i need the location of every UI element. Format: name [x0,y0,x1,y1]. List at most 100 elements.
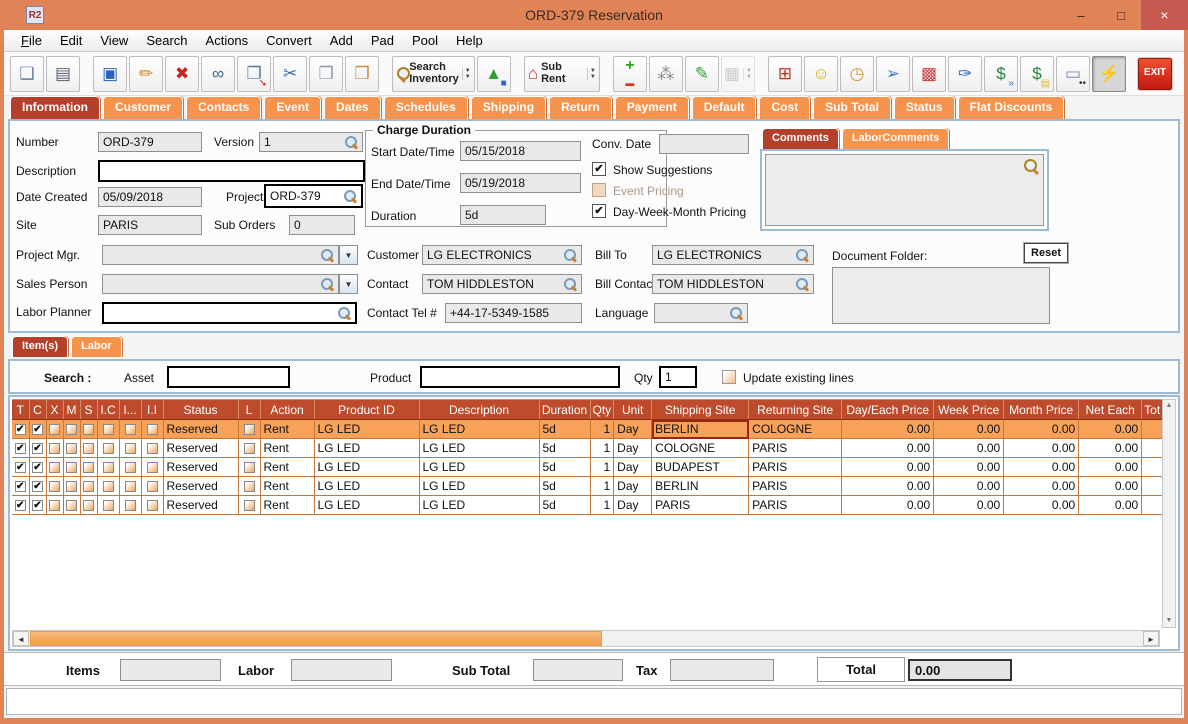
row-checkbox-x[interactable] [49,500,60,512]
cell-s[interactable] [80,457,98,477]
cell-ic[interactable] [97,476,120,496]
conv-date-field[interactable] [659,134,749,154]
scroll-right-icon[interactable]: ► [1143,631,1159,646]
cell-status[interactable]: Reserved [163,438,239,458]
cell-ic[interactable] [97,457,120,477]
cell-shipping_site[interactable]: COLOGNE [651,438,750,458]
cell-description[interactable]: LG LED [419,419,540,439]
cell-action[interactable]: Rent [260,419,315,439]
cell-idots[interactable] [119,438,142,458]
cell-ic[interactable] [97,438,120,458]
notes-edit-button[interactable]: ✑ [948,55,983,92]
table-row[interactable]: ✔ ✔ Reserved Rent LG LED LG LED 5d 1 Day BERLIN PA… [12,476,1164,496]
row-checkbox-l[interactable] [243,443,255,455]
row-checkbox-t[interactable]: ✔ [14,481,26,493]
comments-lookup-icon[interactable] [1023,158,1039,174]
cell-week_price[interactable]: 0.00 [933,476,1005,496]
row-checkbox-x[interactable] [49,424,60,436]
cell-month_price[interactable]: 0.00 [1003,495,1080,515]
tab-schedules[interactable]: Schedules [383,96,468,119]
end-date-field[interactable]: 05/19/2018 [460,173,581,193]
tab-customer[interactable]: Customer [103,96,184,119]
cell-unit[interactable]: Day [613,476,653,496]
money-notes-button[interactable]: $ ▤ [1020,55,1055,92]
cell-month_price[interactable]: 0.00 [1003,457,1080,477]
row-checkbox-l[interactable] [243,500,255,512]
row-checkbox-ic[interactable] [102,500,114,512]
product-search-input[interactable] [420,366,620,388]
cell-x[interactable] [46,476,64,496]
row-checkbox-l[interactable] [243,481,255,493]
row-checkbox-c[interactable]: ✔ [32,424,43,436]
duration-field[interactable]: 5d [460,205,546,225]
labor-planner-field[interactable] [102,302,357,324]
column-header-c[interactable]: C [29,399,47,420]
document-folder-box[interactable] [832,267,1050,324]
contact-field[interactable]: TOM HIDDLESTON [422,274,582,294]
row-checkbox-idots[interactable] [124,462,136,474]
cell-tot[interactable] [1141,476,1164,496]
cell-m[interactable] [63,476,81,496]
cell-ii[interactable] [141,419,164,439]
project-mgr-field[interactable] [102,245,339,265]
bill-contact-lookup-icon[interactable] [795,277,809,291]
column-header-description[interactable]: Description [419,399,540,420]
column-header-m[interactable]: M [63,399,81,420]
row-checkbox-t[interactable]: ✔ [14,443,26,455]
tab-payment[interactable]: Payment [614,96,689,119]
project-mgr-dropdown[interactable]: ▼ [339,245,358,265]
cell-description[interactable]: LG LED [419,457,540,477]
menu-help[interactable]: Help [456,33,483,48]
day-week-month-checkbox[interactable]: ✔ [592,204,606,218]
row-checkbox-m[interactable] [66,481,77,493]
cell-product_id[interactable]: LG LED [314,419,420,439]
group-question-button[interactable]: ⁂ [648,55,683,92]
row-checkbox-ic[interactable] [102,443,114,455]
cell-status[interactable]: Reserved [163,457,239,477]
row-checkbox-c[interactable]: ✔ [32,500,43,512]
column-header-l[interactable]: L [238,399,261,420]
cell-product_id[interactable]: LG LED [314,438,420,458]
minimize-button[interactable]: – [1077,7,1085,23]
column-header-week_price[interactable]: Week Price [933,399,1005,420]
sub-rent-button[interactable]: ⌂ Sub Rent ▼ ▼ [523,55,600,92]
row-checkbox-ii[interactable] [146,500,158,512]
cell-returning_site[interactable]: PARIS [748,438,843,458]
cell-qty[interactable]: 1 [590,419,615,439]
tab-event[interactable]: Event [264,96,322,119]
row-checkbox-s[interactable] [83,424,94,436]
asset-search-input[interactable] [167,366,290,388]
sales-person-field[interactable] [102,274,339,294]
cell-day_each_price[interactable]: 0.00 [841,419,935,439]
column-header-tot[interactable]: Tot [1141,399,1164,420]
cell-duration[interactable]: 5d [539,438,591,458]
row-checkbox-m[interactable] [66,424,77,436]
reset-button[interactable]: Reset [1023,242,1069,264]
calendar-button-dropdown[interactable]: ▼ ▼ [742,67,752,80]
refresh-lightning-button[interactable]: ⚡ [1092,55,1127,92]
tab-item-s-[interactable]: Item(s) [12,336,69,357]
column-header-action[interactable]: Action [260,399,315,420]
cell-l[interactable] [238,495,261,515]
cell-ii[interactable] [141,495,164,515]
cell-status[interactable]: Reserved [163,419,239,439]
cell-unit[interactable]: Day [613,457,653,477]
cell-ii[interactable] [141,457,164,477]
bill-to-lookup-icon[interactable] [795,248,809,262]
cell-duration[interactable]: 5d [539,419,591,439]
cell-unit[interactable]: Day [613,495,653,515]
menu-view[interactable]: View [100,33,129,48]
vertical-scrollbar[interactable]: ▲ ▼ [1162,399,1176,628]
cell-action[interactable]: Rent [260,457,315,477]
cell-month_price[interactable]: 0.00 [1003,438,1080,458]
row-checkbox-x[interactable] [49,443,60,455]
qty-input[interactable]: 1 [659,366,697,388]
row-checkbox-s[interactable] [83,481,94,493]
cell-m[interactable] [63,457,81,477]
cell-returning_site[interactable]: PARIS [748,476,843,496]
menu-convert[interactable]: Convert [266,33,312,48]
menu-file[interactable]: File [21,33,42,48]
row-checkbox-idots[interactable] [124,443,136,455]
copy-move-button[interactable]: ❐ ➘ [237,55,272,92]
column-header-s[interactable]: S [80,399,98,420]
